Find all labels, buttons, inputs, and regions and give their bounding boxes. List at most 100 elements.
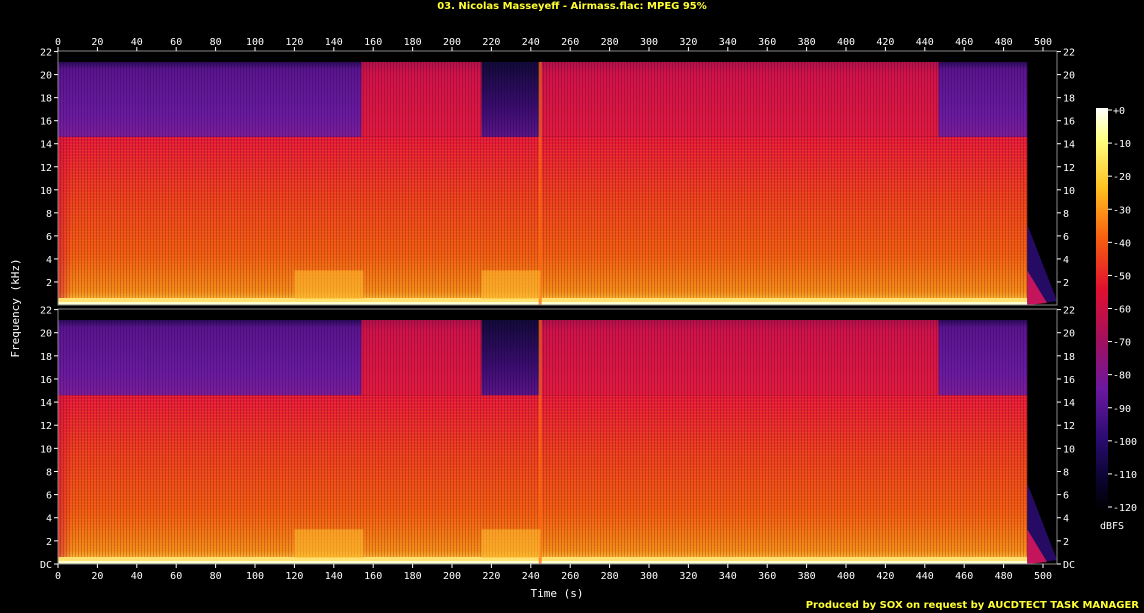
- channel-2-frame: [57, 308, 1058, 565]
- x-tick-label-top: 0: [55, 37, 61, 48]
- colorbar-tick-label: -60: [1113, 305, 1131, 316]
- x-tick-label-bottom: 20: [91, 571, 103, 582]
- y-tick-label-left: 14: [40, 140, 52, 151]
- x-tick-label-bottom: 340: [719, 571, 737, 582]
- x-tick-label-top: 360: [758, 37, 776, 48]
- y-tick-label-right: 16: [1063, 375, 1075, 386]
- x-tick-label-top: 140: [325, 37, 343, 48]
- y-tick-label-right: 2: [1063, 278, 1069, 289]
- x-tick-label-bottom: 0: [55, 571, 61, 582]
- y-tick-label-left: DC: [40, 560, 52, 571]
- x-tick-label-bottom: 280: [601, 571, 619, 582]
- x-tick-label-bottom: 300: [640, 571, 658, 582]
- channel-1-spectrogram: [57, 50, 1058, 306]
- y-tick-label-right: 2: [1063, 537, 1069, 548]
- footer-credit: Produced by SOX on request by AUCDTECT T…: [805, 600, 1139, 611]
- colorbar-tick-label: -10: [1113, 139, 1131, 150]
- y-tick-label-right: 12: [1063, 421, 1075, 432]
- x-tick-label-bottom: 400: [837, 571, 855, 582]
- colorbar: [1096, 108, 1108, 511]
- x-tick-label-top: 500: [1034, 37, 1052, 48]
- colorbar-tick-label: +0: [1113, 106, 1125, 117]
- dc-line: [58, 561, 1028, 564]
- y-tick-label-right: 4: [1063, 255, 1069, 266]
- colorbar-tick-label: -50: [1113, 271, 1131, 282]
- x-tick-label-bottom: 260: [561, 571, 579, 582]
- x-tick-label-top: 160: [364, 37, 382, 48]
- transient-marker: [538, 319, 542, 564]
- burst-2: [481, 270, 541, 299]
- y-tick-label-left: 18: [40, 94, 52, 105]
- colorbar-tick-label: -70: [1113, 338, 1131, 349]
- x-tick-label-top: 480: [995, 37, 1013, 48]
- x-tick-label-top: 280: [601, 37, 619, 48]
- y-tick-label-left: 10: [40, 186, 52, 197]
- burst-1: [294, 529, 364, 558]
- y-tick-label-right: 20: [1063, 329, 1075, 340]
- x-axis-title: Time (s): [531, 587, 584, 600]
- x-tick-label-top: 260: [561, 37, 579, 48]
- y-tick-label-left: 18: [40, 352, 52, 363]
- x-tick-label-bottom: 80: [210, 571, 222, 582]
- y-tick-label-right: 18: [1063, 352, 1075, 363]
- y-tick-label-right: 6: [1063, 491, 1069, 502]
- x-tick-label-bottom: 240: [522, 571, 540, 582]
- y-tick-label-right: 6: [1063, 232, 1069, 243]
- y-tick-label-right: 22: [1063, 48, 1075, 59]
- y-tick-label-right: 22: [1063, 306, 1075, 317]
- x-tick-label-bottom: 420: [876, 571, 894, 582]
- colorbar-tick-label: -90: [1113, 404, 1131, 415]
- colorbar-tick-label: -100: [1113, 437, 1137, 448]
- y-tick-label-left: 8: [46, 209, 52, 220]
- channel-1-frame: [57, 50, 1058, 306]
- x-tick-label-bottom: 180: [404, 571, 422, 582]
- y-tick-label-right: 8: [1063, 209, 1069, 220]
- x-tick-label-top: 420: [876, 37, 894, 48]
- x-tick-label-top: 200: [443, 37, 461, 48]
- y-tick-label-right: 20: [1063, 71, 1075, 82]
- texture: [58, 61, 1028, 305]
- x-tick-label-top: 300: [640, 37, 658, 48]
- y-tick-label-left: 4: [46, 255, 52, 266]
- x-tick-label-bottom: 360: [758, 571, 776, 582]
- x-tick-label-top: 240: [522, 37, 540, 48]
- x-tick-label-bottom: 320: [679, 571, 697, 582]
- colorbar-tick-label: -20: [1113, 172, 1131, 183]
- y-tick-label-left: 6: [46, 232, 52, 243]
- x-tick-label-bottom: 220: [482, 571, 500, 582]
- y-tick-label-left: 10: [40, 444, 52, 455]
- y-tick-label-left: 12: [40, 421, 52, 432]
- colorbar-tick-label: -80: [1113, 371, 1131, 382]
- y-tick-label-right: 16: [1063, 117, 1075, 128]
- colorbar-tick-label: -120: [1113, 503, 1137, 514]
- channel-2-spectrogram: [57, 308, 1058, 565]
- y-tick-label-right: 18: [1063, 94, 1075, 105]
- x-tick-label-top: 220: [482, 37, 500, 48]
- x-tick-label-top: 80: [210, 37, 222, 48]
- y-tick-label-left: 14: [40, 398, 52, 409]
- x-tick-label-bottom: 500: [1034, 571, 1052, 582]
- transient-marker: [538, 61, 542, 305]
- chart-title: 03. Nicolas Masseyeff - Airmass.flac: MP…: [437, 1, 707, 12]
- colorbar-tick-label: -30: [1113, 205, 1131, 216]
- burst-2: [481, 529, 541, 558]
- texture: [58, 319, 1028, 564]
- y-tick-label-left: 16: [40, 117, 52, 128]
- y-tick-label-left: 20: [40, 329, 52, 340]
- x-tick-label-top: 320: [679, 37, 697, 48]
- y-tick-label-left: 22: [40, 48, 52, 59]
- y-tick-label-left: 20: [40, 71, 52, 82]
- x-tick-label-bottom: 440: [916, 571, 934, 582]
- x-tick-label-top: 340: [719, 37, 737, 48]
- burst-1: [294, 270, 364, 299]
- y-tick-label-right: 14: [1063, 140, 1075, 151]
- y-tick-label-left: 2: [46, 537, 52, 548]
- y-tick-label-right: 14: [1063, 398, 1075, 409]
- dc-band: [58, 298, 1028, 305]
- x-tick-label-bottom: 40: [131, 571, 143, 582]
- x-tick-label-top: 400: [837, 37, 855, 48]
- x-tick-label-bottom: 140: [325, 571, 343, 582]
- x-tick-label-bottom: 480: [995, 571, 1013, 582]
- tail-fade-warm: [1027, 270, 1047, 305]
